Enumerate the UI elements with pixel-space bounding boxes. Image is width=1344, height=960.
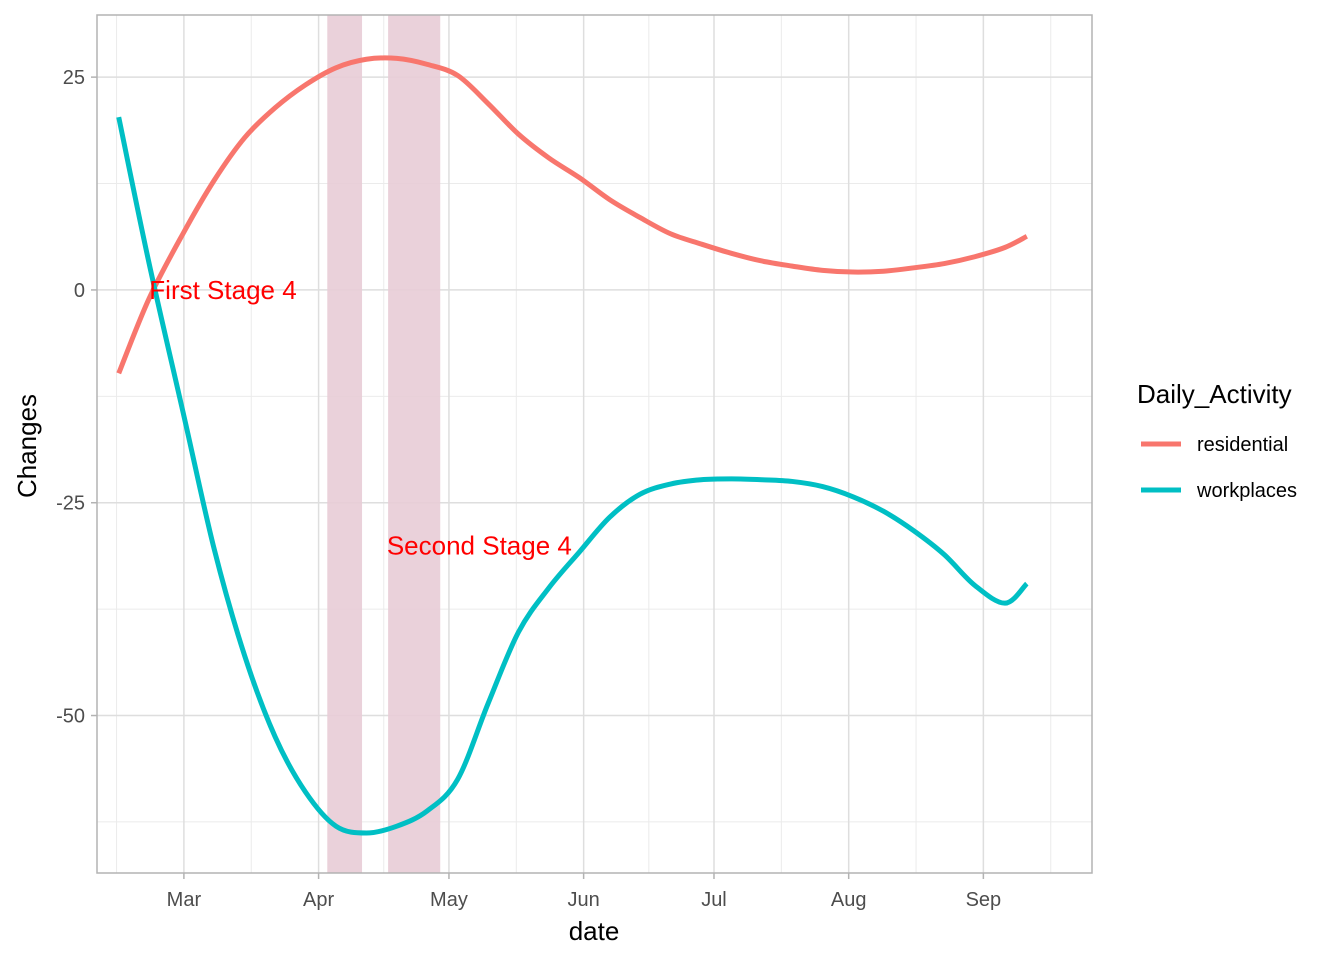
x-tick-label: Apr xyxy=(303,889,334,911)
y-axis: 25 0 -25 -50 xyxy=(56,67,97,728)
series-line-residential xyxy=(116,55,1028,375)
x-tick-label: Aug xyxy=(831,889,867,911)
legend-title: Daily_Activity xyxy=(1137,379,1292,409)
plot-panel: First Stage 4 Second Stage 4 xyxy=(96,14,1093,874)
plot-background xyxy=(97,15,1092,873)
y-tick-label: 0 xyxy=(74,280,85,302)
x-tick-label: Jun xyxy=(568,889,600,911)
x-tick-label: May xyxy=(430,889,468,911)
legend-label-residential: residential xyxy=(1197,434,1288,456)
series-line-workplaces xyxy=(116,116,1029,836)
annotation-1: First Stage 4 xyxy=(149,275,296,305)
plot-border xyxy=(96,14,1093,874)
shaded-period-2 xyxy=(388,15,441,873)
x-axis: Mar Apr May Jun Jul Aug Sep xyxy=(167,873,1001,911)
y-axis-title: Changes xyxy=(12,394,42,498)
annotation-2: Second Stage 4 xyxy=(387,530,572,560)
x-tick-label: Mar xyxy=(167,889,202,911)
legend: Daily_Activity residential workplaces xyxy=(1137,379,1297,502)
y-tick-label: -25 xyxy=(56,493,85,515)
x-tick-label: Jul xyxy=(701,889,727,911)
x-axis-title: date xyxy=(569,916,620,946)
y-tick-label: 25 xyxy=(63,67,85,89)
x-tick-label: Sep xyxy=(966,889,1002,911)
shaded-period-1 xyxy=(327,15,363,873)
y-tick-label: -50 xyxy=(56,706,85,728)
legend-label-workplaces: workplaces xyxy=(1196,480,1297,502)
